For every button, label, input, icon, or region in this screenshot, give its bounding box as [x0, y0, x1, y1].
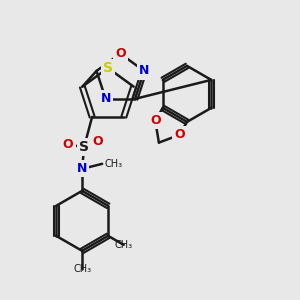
Text: N: N [100, 92, 111, 105]
Text: S: S [79, 140, 89, 154]
Text: CH₃: CH₃ [73, 264, 91, 274]
Text: O: O [174, 128, 185, 141]
Text: S: S [103, 61, 113, 75]
Text: N: N [139, 64, 149, 77]
Text: O: O [150, 114, 160, 128]
Text: CH₃: CH₃ [104, 159, 122, 169]
Text: O: O [63, 138, 74, 151]
Text: O: O [93, 135, 104, 148]
Text: O: O [115, 47, 126, 60]
Text: N: N [77, 162, 87, 175]
Text: CH₃: CH₃ [115, 240, 133, 250]
